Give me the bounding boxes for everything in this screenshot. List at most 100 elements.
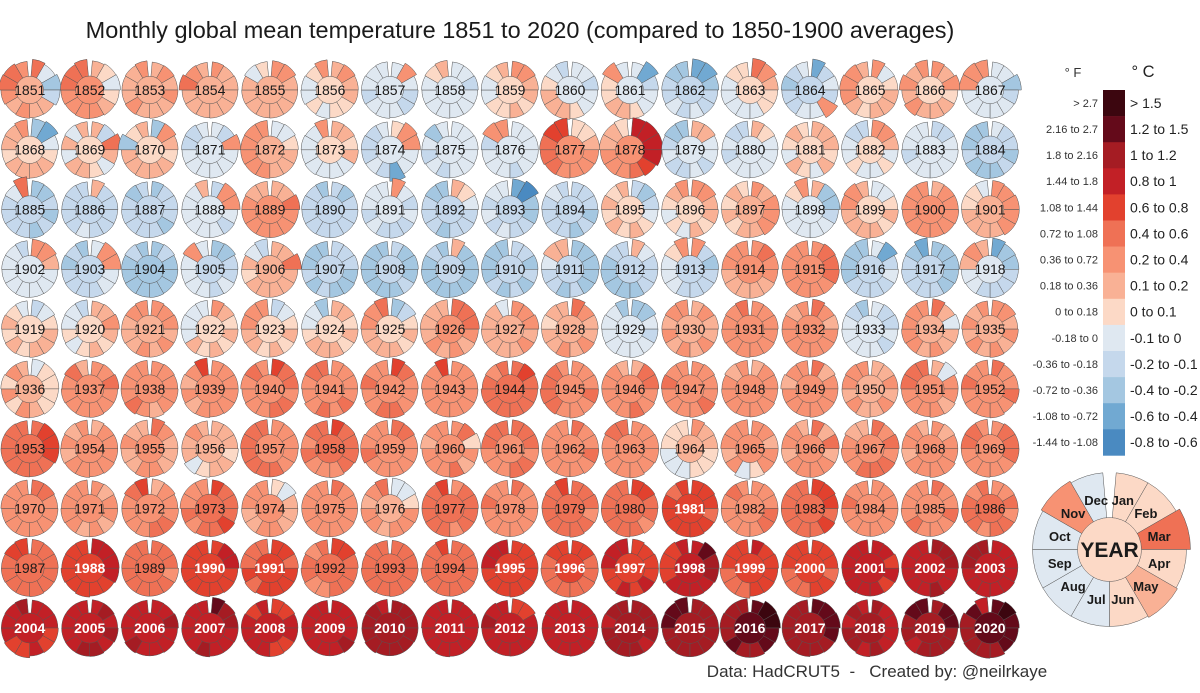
svg-text:-0.4 to -0.2: -0.4 to -0.2: [1130, 382, 1198, 398]
svg-text:1923: 1923: [254, 321, 285, 337]
svg-text:1919: 1919: [14, 321, 45, 337]
svg-text:1883: 1883: [914, 142, 945, 158]
svg-text:2014: 2014: [614, 620, 645, 636]
svg-text:1854: 1854: [194, 82, 225, 98]
svg-text:° C: ° C: [1131, 63, 1154, 81]
svg-text:Sep: Sep: [1048, 556, 1072, 571]
svg-text:1991: 1991: [254, 560, 285, 576]
svg-text:1.08 to 1.44: 1.08 to 1.44: [1040, 202, 1098, 214]
svg-text:0 to 0.1: 0 to 0.1: [1130, 304, 1177, 320]
svg-text:1908: 1908: [374, 261, 405, 277]
svg-text:1884: 1884: [974, 142, 1005, 158]
svg-text:1895: 1895: [614, 202, 645, 218]
svg-text:2002: 2002: [914, 560, 945, 576]
svg-text:1975: 1975: [314, 500, 345, 516]
svg-text:1878: 1878: [614, 142, 645, 158]
svg-text:1865: 1865: [854, 82, 885, 98]
svg-text:1970: 1970: [14, 500, 45, 516]
svg-text:1959: 1959: [374, 441, 405, 457]
svg-text:0.6 to 0.8: 0.6 to 0.8: [1130, 199, 1189, 215]
svg-text:1868: 1868: [14, 142, 45, 158]
svg-text:1932: 1932: [794, 321, 825, 337]
svg-text:1922: 1922: [194, 321, 225, 337]
svg-text:1898: 1898: [794, 202, 825, 218]
svg-text:1.44 to 1.8: 1.44 to 1.8: [1046, 176, 1098, 188]
svg-text:2003: 2003: [974, 560, 1005, 576]
svg-text:2016: 2016: [734, 620, 765, 636]
svg-text:1897: 1897: [734, 202, 765, 218]
svg-text:Jan: Jan: [1112, 493, 1134, 508]
svg-text:2009: 2009: [314, 620, 345, 636]
svg-text:1986: 1986: [974, 500, 1005, 516]
svg-text:0.36 to 0.72: 0.36 to 0.72: [1040, 255, 1098, 267]
svg-text:2017: 2017: [794, 620, 825, 636]
svg-text:1977: 1977: [434, 500, 465, 516]
svg-text:1901: 1901: [974, 202, 1005, 218]
svg-text:1976: 1976: [374, 500, 405, 516]
svg-text:2011: 2011: [435, 620, 466, 636]
svg-text:1958: 1958: [314, 441, 345, 457]
svg-text:1963: 1963: [614, 441, 645, 457]
svg-text:2000: 2000: [794, 560, 825, 576]
svg-text:1981: 1981: [674, 500, 705, 516]
svg-text:1879: 1879: [674, 142, 705, 158]
svg-text:1939: 1939: [194, 381, 225, 397]
svg-text:1853: 1853: [134, 82, 165, 98]
svg-text:1933: 1933: [854, 321, 885, 337]
svg-text:1857: 1857: [374, 82, 405, 98]
svg-text:1869: 1869: [74, 142, 105, 158]
svg-text:2020: 2020: [974, 620, 1005, 636]
svg-text:1903: 1903: [74, 261, 105, 277]
svg-text:1960: 1960: [434, 441, 465, 457]
svg-text:YEAR: YEAR: [1080, 539, 1138, 562]
svg-text:1934: 1934: [914, 321, 945, 337]
svg-text:1927: 1927: [494, 321, 525, 337]
svg-text:1965: 1965: [734, 441, 765, 457]
svg-text:1952: 1952: [974, 381, 1005, 397]
svg-text:1929: 1929: [614, 321, 645, 337]
svg-text:1945: 1945: [554, 381, 585, 397]
svg-text:2.16 to 2.7: 2.16 to 2.7: [1046, 124, 1098, 136]
svg-text:> 2.7: > 2.7: [1073, 98, 1098, 110]
svg-text:1881: 1881: [794, 142, 825, 158]
svg-text:1993: 1993: [374, 560, 405, 576]
svg-text:1962: 1962: [554, 441, 585, 457]
svg-text:1886: 1886: [74, 202, 105, 218]
svg-text:-0.1 to 0: -0.1 to 0: [1130, 330, 1182, 346]
svg-text:1955: 1955: [134, 441, 165, 457]
svg-text:1906: 1906: [254, 261, 285, 277]
svg-text:1924: 1924: [314, 321, 345, 337]
svg-text:1896: 1896: [674, 202, 705, 218]
svg-text:1858: 1858: [434, 82, 465, 98]
svg-text:2012: 2012: [494, 620, 525, 636]
svg-text:1980: 1980: [614, 500, 645, 516]
svg-text:1953: 1953: [14, 441, 45, 457]
svg-text:1910: 1910: [494, 261, 525, 277]
svg-text:1966: 1966: [794, 441, 825, 457]
svg-text:1938: 1938: [134, 381, 165, 397]
svg-text:0.72 to 1.08: 0.72 to 1.08: [1040, 228, 1098, 240]
svg-text:1916: 1916: [854, 261, 885, 277]
svg-text:1989: 1989: [134, 560, 165, 576]
svg-text:1913: 1913: [674, 261, 705, 277]
svg-text:1954: 1954: [74, 441, 105, 457]
svg-text:2018: 2018: [854, 620, 885, 636]
svg-text:1942: 1942: [374, 381, 405, 397]
svg-text:Monthly global mean temperatur: Monthly global mean temperature 1851 to …: [86, 17, 955, 43]
svg-text:Aug: Aug: [1060, 579, 1085, 594]
svg-text:1914: 1914: [734, 261, 765, 277]
svg-text:-0.36 to -0.18: -0.36 to -0.18: [1033, 359, 1098, 371]
svg-text:1982: 1982: [734, 500, 765, 516]
svg-text:0.4 to 0.6: 0.4 to 0.6: [1130, 225, 1189, 241]
svg-text:1947: 1947: [674, 381, 705, 397]
svg-text:1891: 1891: [374, 202, 405, 218]
svg-text:1859: 1859: [494, 82, 525, 98]
svg-text:1867: 1867: [974, 82, 1005, 98]
svg-text:2007: 2007: [194, 620, 225, 636]
svg-text:1931: 1931: [734, 321, 765, 337]
svg-text:1951: 1951: [914, 381, 945, 397]
svg-text:1983: 1983: [794, 500, 825, 516]
svg-text:1917: 1917: [914, 261, 945, 277]
svg-text:1972: 1972: [134, 500, 165, 516]
svg-text:1851: 1851: [14, 82, 45, 98]
